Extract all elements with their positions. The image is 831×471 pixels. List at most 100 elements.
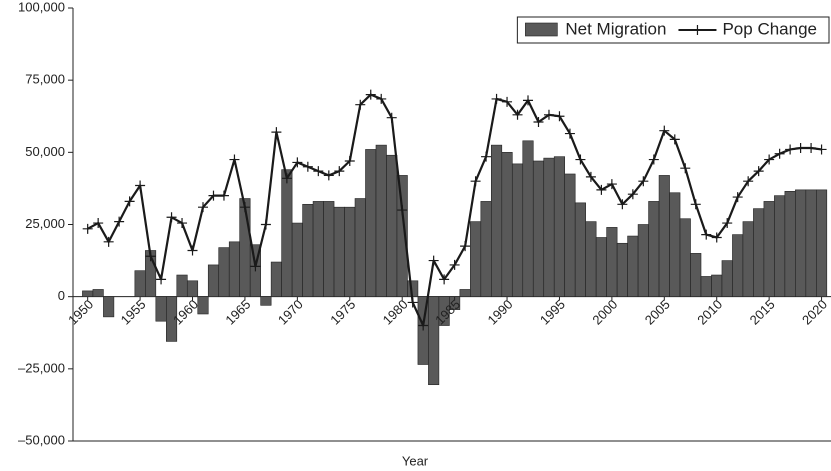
point-marker xyxy=(732,192,743,203)
point-marker xyxy=(198,202,209,213)
point-marker xyxy=(344,155,355,166)
point-marker xyxy=(585,171,596,182)
point-marker xyxy=(428,255,439,266)
point-marker xyxy=(418,320,429,331)
point-marker xyxy=(743,176,754,187)
bar xyxy=(103,296,115,318)
bar xyxy=(428,296,440,386)
point-marker xyxy=(124,196,135,207)
y-tick-label: 75,000 xyxy=(25,72,65,87)
bar xyxy=(700,276,712,297)
bar xyxy=(595,237,607,297)
y-tick-label: 0 xyxy=(58,288,65,303)
bar xyxy=(669,192,681,297)
bar xyxy=(742,221,754,297)
bar xyxy=(616,242,628,297)
point-marker xyxy=(502,96,513,107)
y-tick-label: 50,000 xyxy=(25,144,65,159)
y-tick-label: 100,000 xyxy=(18,0,65,14)
point-marker xyxy=(376,93,387,104)
bar xyxy=(281,169,293,297)
y-tick-label: –50,000 xyxy=(18,432,65,447)
point-marker xyxy=(218,190,229,201)
bar xyxy=(176,274,188,297)
x-axis-title: Year xyxy=(402,453,429,468)
point-marker xyxy=(114,216,125,227)
point-marker xyxy=(292,157,303,168)
x-tick-label: 1955 xyxy=(118,297,149,328)
bar xyxy=(606,227,618,297)
x-tick-label: 2015 xyxy=(747,297,778,328)
bar xyxy=(753,208,765,297)
bar xyxy=(218,247,230,297)
x-tick-label: 1980 xyxy=(380,297,411,328)
bar xyxy=(375,144,387,297)
point-marker xyxy=(208,190,219,201)
bar xyxy=(480,201,492,297)
point-marker xyxy=(617,199,628,210)
point-marker xyxy=(355,99,366,110)
point-marker xyxy=(313,166,324,177)
bar xyxy=(679,218,691,297)
point-marker xyxy=(533,117,544,128)
point-marker xyxy=(564,128,575,139)
legend-marker xyxy=(692,25,703,35)
point-marker xyxy=(271,127,282,138)
bar xyxy=(532,160,545,297)
bar xyxy=(92,289,104,297)
point-marker xyxy=(659,125,670,136)
point-marker xyxy=(229,154,240,165)
point-marker xyxy=(166,212,177,223)
bar xyxy=(134,270,146,297)
bar xyxy=(197,296,209,315)
legend-label: Pop Change xyxy=(722,19,817,38)
bar xyxy=(155,296,167,322)
bar xyxy=(732,234,744,297)
point-marker xyxy=(680,163,691,174)
bar xyxy=(312,201,324,297)
x-tick-label: 1950 xyxy=(65,297,96,328)
y-tick-label: 25,000 xyxy=(25,216,65,231)
bar xyxy=(344,206,356,297)
point-marker xyxy=(690,199,701,210)
bar xyxy=(522,140,534,297)
point-marker xyxy=(323,170,334,181)
bar xyxy=(438,296,450,326)
point-marker xyxy=(135,180,146,191)
x-tick-label: 1975 xyxy=(327,297,358,328)
bar xyxy=(543,157,555,297)
bar xyxy=(270,261,282,297)
bar xyxy=(333,206,345,297)
bar xyxy=(585,221,597,297)
point-marker xyxy=(302,161,313,172)
point-marker xyxy=(460,241,471,252)
bar xyxy=(774,195,786,297)
legend-box xyxy=(516,16,830,44)
bar xyxy=(82,290,94,297)
x-tick-label: 1990 xyxy=(485,297,516,328)
bar xyxy=(302,203,314,297)
x-tick-label: 1995 xyxy=(537,297,568,328)
point-marker xyxy=(764,154,775,165)
point-marker xyxy=(334,166,345,177)
point-marker xyxy=(701,229,712,240)
point-marker xyxy=(795,143,806,154)
legend: Net Migration Pop Change xyxy=(516,16,830,44)
point-marker xyxy=(397,205,408,216)
point-marker xyxy=(491,93,502,104)
point-marker xyxy=(449,259,460,270)
point-marker xyxy=(512,109,523,120)
point-marker xyxy=(439,274,450,285)
bar xyxy=(323,201,335,297)
bar xyxy=(784,191,796,297)
bar xyxy=(291,222,303,297)
point-marker xyxy=(648,154,659,165)
point-marker xyxy=(481,151,492,162)
bar xyxy=(354,198,366,297)
point-marker xyxy=(816,144,827,155)
point-marker xyxy=(93,218,104,229)
bar xyxy=(574,202,586,297)
point-marker xyxy=(627,189,638,200)
